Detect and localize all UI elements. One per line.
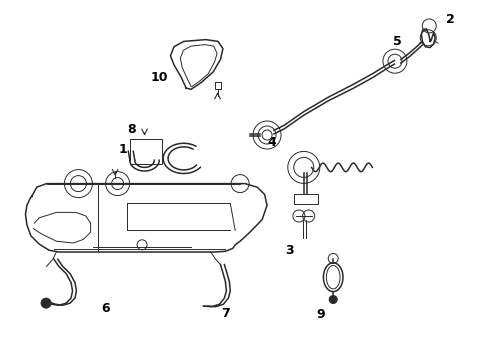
Text: 3: 3	[285, 244, 294, 257]
Text: 2: 2	[446, 13, 455, 26]
Text: 5: 5	[392, 35, 401, 48]
Circle shape	[329, 296, 337, 303]
Text: 6: 6	[101, 302, 110, 315]
Text: 9: 9	[317, 309, 325, 321]
Text: 1: 1	[118, 143, 127, 156]
Text: 10: 10	[150, 71, 168, 84]
Text: 4: 4	[268, 136, 276, 149]
Circle shape	[41, 298, 51, 308]
Text: 7: 7	[221, 307, 230, 320]
Text: 8: 8	[127, 123, 136, 136]
